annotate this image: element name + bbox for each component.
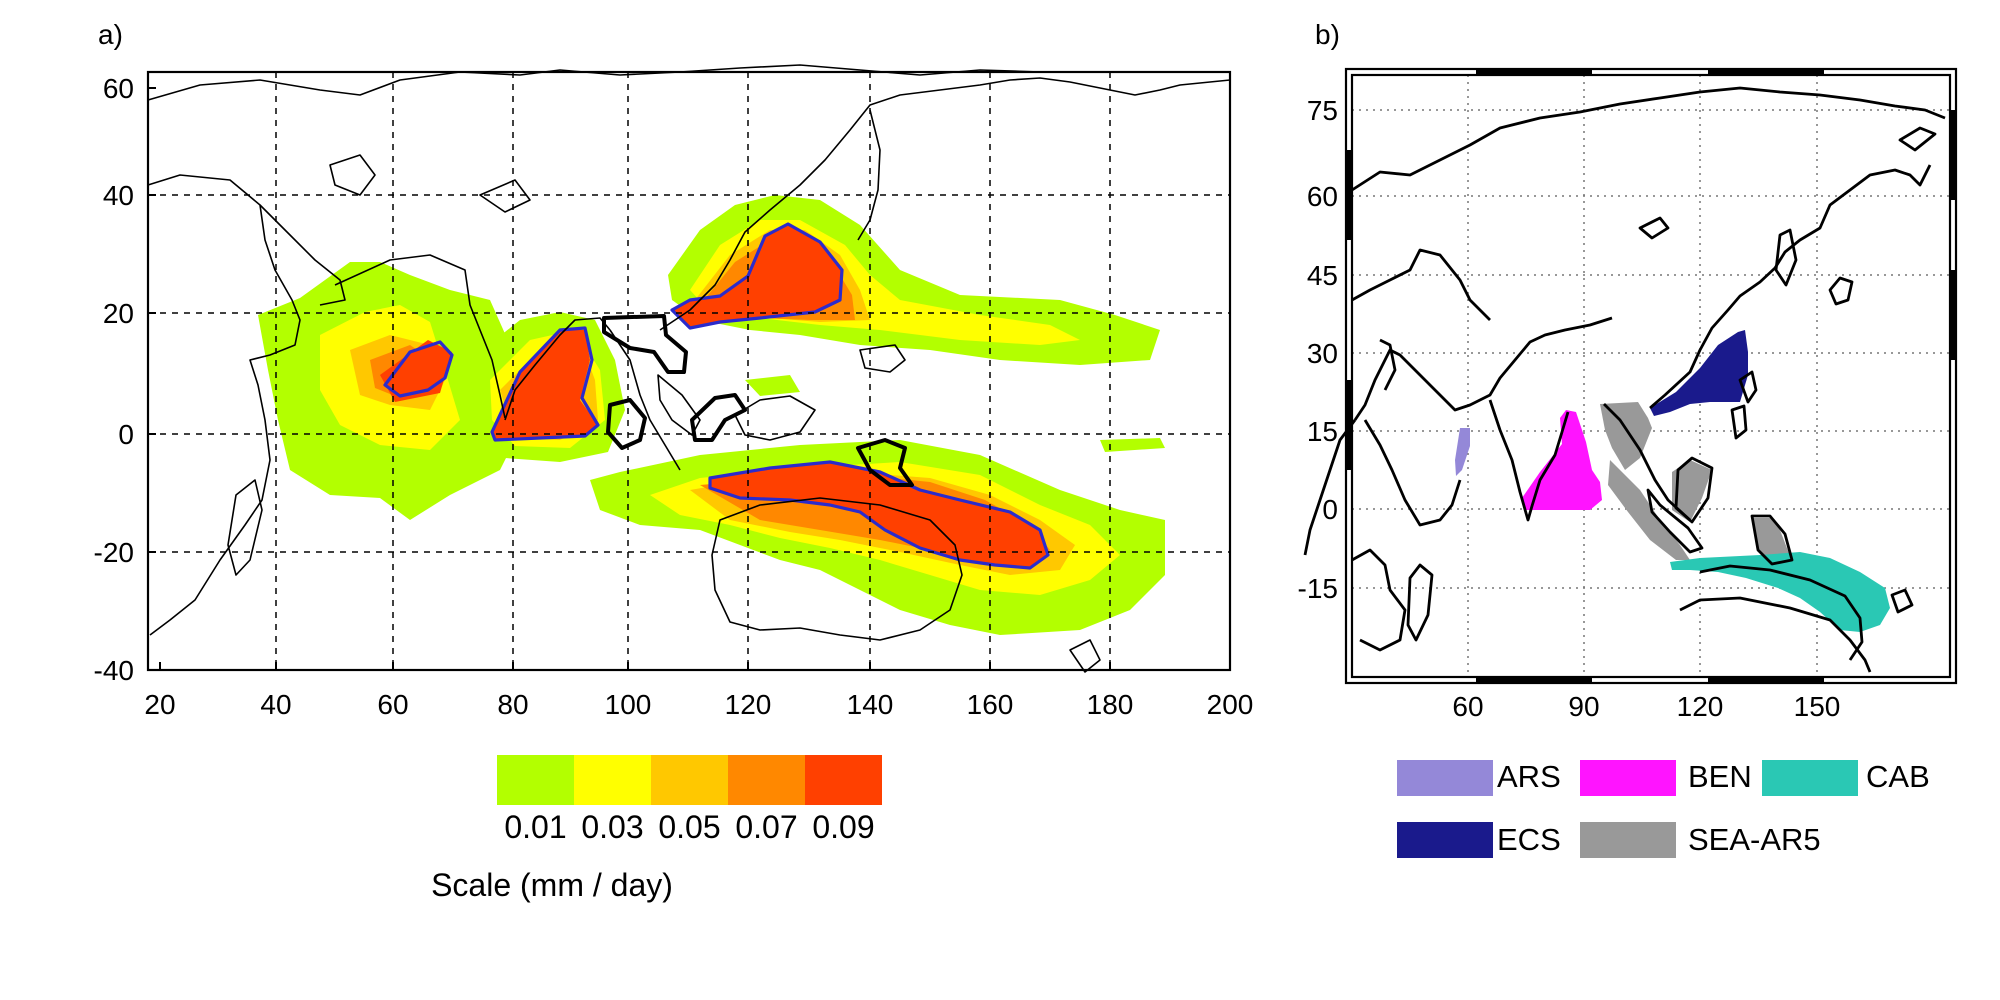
legend-label-ars: ARS bbox=[1497, 759, 1561, 794]
map-b-frame bbox=[1344, 67, 1958, 685]
y-tick-label-a: 0 bbox=[118, 419, 134, 450]
region-sea-ar5-borneo bbox=[1672, 460, 1712, 522]
x-tick-label-b: 90 bbox=[1568, 691, 1599, 722]
map-a-frame bbox=[146, 70, 1232, 672]
region-legend: ARS BEN CAB ECS SEA-AR5 bbox=[1397, 759, 1930, 858]
legend-swatch-cab bbox=[1762, 760, 1858, 796]
x-tick-label-a: 40 bbox=[260, 689, 291, 720]
panel-b-label: b) bbox=[1315, 19, 1340, 50]
coastlines bbox=[147, 64, 1231, 673]
colorbar-swatch bbox=[574, 755, 651, 805]
colorbar-tick-label: 0.05 bbox=[658, 809, 720, 845]
y-tick-label-a: 60 bbox=[103, 73, 134, 104]
panel-a: a) bbox=[94, 19, 1254, 903]
colorbar-tick-label: 0.01 bbox=[504, 809, 566, 845]
x-tick-label-b: 60 bbox=[1452, 691, 1483, 722]
x-tick-label-b: 120 bbox=[1677, 691, 1724, 722]
legend-swatch-ben bbox=[1580, 760, 1676, 796]
colorbar-tick-label: 0.07 bbox=[735, 809, 797, 845]
legend-label-cab: CAB bbox=[1866, 759, 1930, 794]
x-tick-label-a: 160 bbox=[967, 689, 1014, 720]
y-tick-label-b: 60 bbox=[1307, 181, 1338, 212]
x-tick-label-a: 100 bbox=[605, 689, 652, 720]
colorbar-swatch bbox=[728, 755, 805, 805]
map-a-grid bbox=[148, 72, 1230, 670]
region-sea-ar5 bbox=[1600, 402, 1652, 470]
colorbar-caption: Scale (mm / day) bbox=[431, 867, 673, 903]
y-tick-label-b: 0 bbox=[1322, 494, 1338, 525]
y-tick-label-b: 45 bbox=[1307, 260, 1338, 291]
colorbar-tick-label: 0.09 bbox=[812, 809, 874, 845]
region-ars bbox=[1455, 428, 1470, 476]
x-tick-label-b: 150 bbox=[1794, 691, 1841, 722]
legend-swatch-ecs bbox=[1397, 822, 1493, 858]
legend-label-ben: BEN bbox=[1688, 759, 1752, 794]
legend-label-ecs: ECS bbox=[1497, 822, 1561, 857]
region-ecs bbox=[1650, 330, 1748, 416]
y-tick-label-b: 30 bbox=[1307, 338, 1338, 369]
colorbar: 0.01 0.03 0.05 0.07 0.09 Scale (mm / day) bbox=[431, 755, 882, 903]
panel-b: b) bbox=[1298, 19, 1958, 858]
x-tick-label-a: 120 bbox=[725, 689, 772, 720]
y-tick-label-a: -20 bbox=[94, 537, 134, 568]
region-cab bbox=[1670, 552, 1890, 632]
region-sea-ar5-sumatra bbox=[1608, 460, 1690, 560]
region-ben bbox=[1522, 410, 1602, 510]
legend-label-sea-ar5: SEA-AR5 bbox=[1688, 822, 1821, 857]
x-tick-label-a: 20 bbox=[144, 689, 175, 720]
y-tick-label-b: 75 bbox=[1307, 95, 1338, 126]
colorbar-swatch bbox=[497, 755, 574, 805]
x-tick-label-a: 200 bbox=[1207, 689, 1254, 720]
y-tick-label-b: 15 bbox=[1307, 416, 1338, 447]
panel-a-label: a) bbox=[98, 19, 123, 50]
x-tick-label-a: 80 bbox=[497, 689, 528, 720]
colorbar-tick-label: 0.03 bbox=[581, 809, 643, 845]
region-masks bbox=[1455, 330, 1890, 632]
x-tick-label-a: 180 bbox=[1087, 689, 1134, 720]
sea-region-outlines bbox=[602, 314, 914, 487]
y-tick-label-b: -15 bbox=[1298, 573, 1338, 604]
x-tick-label-a: 140 bbox=[847, 689, 894, 720]
y-tick-label-a: 40 bbox=[103, 180, 134, 211]
coastlines-b bbox=[1303, 86, 1946, 673]
region-sea-ar5-sulawesi bbox=[1752, 518, 1790, 562]
y-tick-label-a: 20 bbox=[103, 298, 134, 329]
x-tick-label-a: 60 bbox=[377, 689, 408, 720]
colorbar-swatch bbox=[651, 755, 728, 805]
colorbar-swatch bbox=[805, 755, 882, 805]
legend-swatch-ars bbox=[1397, 760, 1493, 796]
y-tick-label-a: -40 bbox=[94, 655, 134, 686]
legend-swatch-sea-ar5 bbox=[1580, 822, 1676, 858]
